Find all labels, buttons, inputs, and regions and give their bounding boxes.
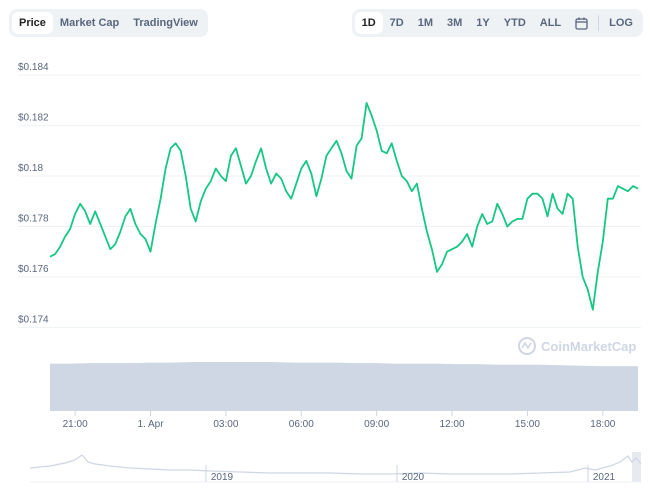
tab-tradingview[interactable]: TradingView [133,17,198,29]
x-tick-label: 12:00 [440,419,465,430]
navigator-ticks: 2019 2020 2021 [205,465,616,483]
x-tick-label: 15:00 [515,419,540,430]
grid-lines [18,74,641,328]
y-axis-ticks: $0.184 $0.182 $0.18 $0.178 $0.176 $0.174 [18,62,49,325]
range-1d-button[interactable]: 1D [354,12,383,34]
range-ytd-button[interactable]: YTD [503,17,526,29]
navigator-tick-label: 2019 [211,472,234,483]
y-tick-label: $0.176 [18,264,49,275]
x-tick-label: 03:00 [213,419,238,430]
chart-type-tabs: Price Market Cap TradingView [9,9,208,37]
watermark-text: CoinMarketCap [541,339,636,354]
range-all-button[interactable]: ALL [539,17,562,29]
x-tick-label: 1. Apr [137,419,164,430]
y-tick-label: $0.178 [18,213,49,224]
calendar-button[interactable] [568,12,595,34]
x-tick-label: 06:00 [289,419,314,430]
y-tick-label: $0.18 [18,163,43,174]
toolbar-divider [598,15,600,31]
watermark: CoinMarketCap [518,337,636,355]
range-navigator[interactable]: 2019 2020 2021 [29,452,642,483]
calendar-icon [575,17,588,30]
range-selector: 1D 7D 1M 3M 1Y YTD ALL LOG [351,9,643,37]
y-tick-label: $0.174 [18,314,49,325]
log-scale-button[interactable]: LOG [609,17,633,29]
volume-area [50,362,638,411]
x-tick-label: 21:00 [63,419,88,430]
navigator-tick-label: 2020 [402,472,425,483]
y-tick-label: $0.184 [18,62,49,73]
range-3m-button[interactable]: 3M [447,17,463,29]
x-axis-ticks: 21:00 1. Apr 03:00 06:00 09:00 12:00 15:00 18:0… [63,411,616,430]
tab-market-cap[interactable]: Market Cap [59,17,120,29]
navigator-tick-label: 2021 [593,472,616,483]
x-tick-label: 09:00 [364,419,389,430]
range-1y-button[interactable]: 1Y [476,17,490,29]
x-tick-label: 18:00 [590,419,615,430]
navigator-selection[interactable] [632,452,641,482]
navigator-line [29,454,642,475]
range-7d-button[interactable]: 7D [389,17,404,29]
navigator-background [30,452,641,482]
price-line [49,102,639,311]
tab-price[interactable]: Price [12,12,53,34]
range-1m-button[interactable]: 1M [417,17,434,29]
coinmarketcap-logo-icon [518,337,536,355]
y-tick-label: $0.182 [18,113,49,124]
